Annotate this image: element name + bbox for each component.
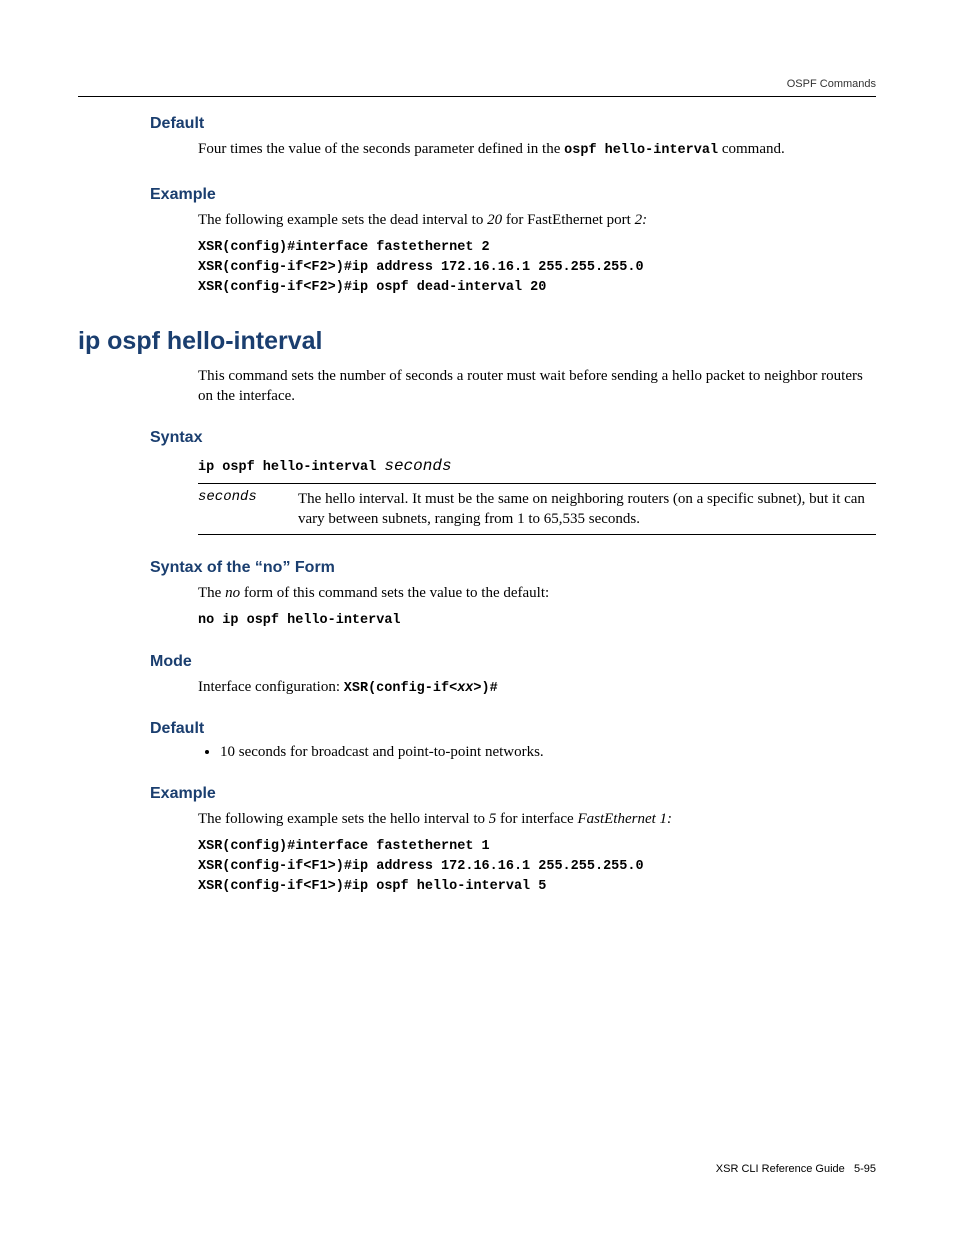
text: Interface configuration:: [198, 679, 344, 695]
value: 20: [487, 212, 502, 228]
heading-default-2: Default: [150, 720, 876, 738]
no-form-intro: The no form of this command sets the val…: [198, 583, 876, 603]
param-table: seconds The hello interval. It must be t…: [198, 483, 876, 536]
param-desc: The hello interval. It must be the same …: [298, 489, 876, 530]
command-desc: This command sets the number of seconds …: [198, 366, 876, 407]
heading-example-2: Example: [150, 785, 876, 803]
text: Four times the value of the seconds para…: [198, 141, 564, 157]
page-footer: XSR CLI Reference Guide 5-95: [716, 1163, 876, 1175]
em: no: [225, 585, 240, 601]
text: form of this command sets the value to t…: [240, 585, 549, 601]
value: 2:: [635, 212, 648, 228]
example-1-code: XSR(config)#interface fastethernet 2 XSR…: [198, 238, 876, 297]
command-title: ip ospf hello-interval: [78, 327, 876, 356]
text: command.: [718, 141, 785, 157]
text: The following example sets the dead inte…: [198, 212, 487, 228]
no-form-code: no ip ospf hello-interval: [198, 611, 876, 631]
running-header: OSPF Commands: [78, 78, 876, 90]
syntax-cmd: ip ospf hello-interval: [198, 460, 384, 475]
syntax-arg: seconds: [384, 457, 451, 475]
heading-default-1: Default: [150, 115, 876, 133]
inline-code: >)#: [473, 681, 497, 696]
header-rule: [78, 96, 876, 97]
text: The: [198, 585, 225, 601]
footer-title: XSR CLI Reference Guide: [716, 1163, 845, 1175]
value: FastEthernet 1:: [577, 811, 672, 827]
inline-code: ospf hello-interval: [564, 143, 718, 158]
mode-body: Interface configuration: XSR(config-if<x…: [198, 677, 876, 698]
example-2-intro: The following example sets the hello int…: [198, 809, 876, 829]
param-row: seconds The hello interval. It must be t…: [198, 484, 876, 535]
heading-example-1: Example: [150, 186, 876, 204]
example-1-intro: The following example sets the dead inte…: [198, 210, 876, 230]
heading-mode: Mode: [150, 653, 876, 671]
inline-code-em: xx: [457, 681, 473, 696]
example-2-code: XSR(config)#interface fastethernet 1 XSR…: [198, 837, 876, 896]
heading-no-form: Syntax of the “no” Form: [150, 559, 876, 577]
text: The following example sets the hello int…: [198, 811, 489, 827]
param-name: seconds: [198, 489, 298, 530]
list-item: 10 seconds for broadcast and point-to-po…: [220, 744, 876, 761]
syntax-line: ip ospf hello-interval seconds: [198, 453, 876, 479]
text: for interface: [496, 811, 577, 827]
footer-page: 5-95: [854, 1163, 876, 1175]
page: OSPF Commands Default Four times the val…: [0, 0, 954, 1235]
heading-syntax: Syntax: [150, 429, 876, 447]
inline-code: XSR(config-if<: [344, 681, 457, 696]
syntax-box: ip ospf hello-interval seconds seconds T…: [198, 453, 876, 536]
default-1-body: Four times the value of the seconds para…: [198, 139, 876, 160]
default-2-list: 10 seconds for broadcast and point-to-po…: [220, 744, 876, 761]
text: for FastEthernet port: [502, 212, 634, 228]
